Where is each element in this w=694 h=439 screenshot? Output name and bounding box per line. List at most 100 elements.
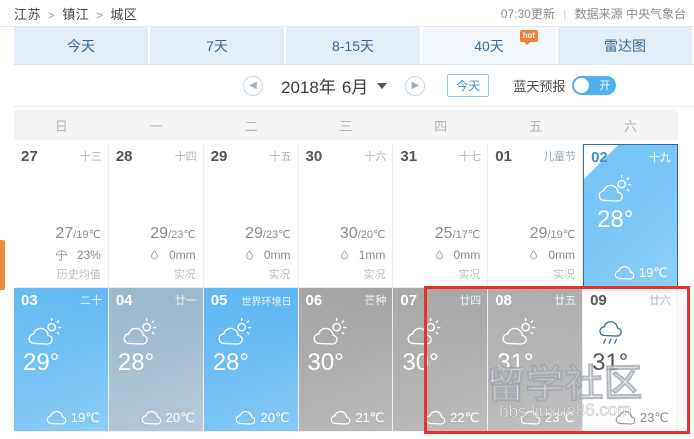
tab-8-15day[interactable]: 8-15天 (286, 27, 422, 64)
temp-low: 23℃ (171, 229, 196, 241)
day-cell-08[interactable]: 08 廿五 31° (488, 288, 584, 432)
day-cell-28[interactable]: 28 十四 29/23℃ 0mm 实况 (108, 144, 204, 288)
chevron-down-icon[interactable] (377, 82, 388, 89)
breadcrumb-district[interactable]: 城区 (110, 6, 138, 22)
temp-low: 23℃ (265, 229, 291, 241)
side-tab-stub[interactable] (0, 240, 5, 290)
tab-label: 今天 (67, 37, 95, 54)
temp-high: 29 (150, 225, 169, 242)
rain-value: 0mm (169, 248, 196, 262)
day-cell-30[interactable]: 30 十六 30/20℃ 1mm 实况 (298, 144, 394, 288)
day-cell-04[interactable]: 04 廿一 28° (108, 288, 204, 432)
day-cell-06[interactable]: 06 芒种 30° (298, 288, 394, 432)
day-cell-07[interactable]: 07 廿四 30° (393, 288, 489, 432)
day-temp: 28° (117, 349, 155, 376)
today-button[interactable]: 今天 (447, 74, 490, 97)
tab-40day[interactable]: 40天 hot (422, 27, 558, 64)
day-body: 28° 19℃ (584, 169, 677, 287)
day-header: 31 十七 (393, 144, 487, 168)
weekday-mon: 一 (149, 118, 163, 134)
bluesky-toggle[interactable]: 开 (572, 76, 617, 95)
next-month-button[interactable]: ▶ (405, 75, 426, 96)
temp-high: 25 (434, 225, 453, 242)
day-number: 02 (591, 148, 608, 166)
breadcrumb-city[interactable]: 镇江 (62, 6, 90, 22)
day-cell-01[interactable]: 01 儿童节 29/19℃ 0mm 实况 (488, 144, 584, 288)
day-cell-29[interactable]: 29 十五 29/23℃ 0mm 实况 (203, 144, 299, 288)
day-header: 05 世界环境日 (204, 288, 298, 312)
temp-range: 27/19℃ (55, 225, 101, 242)
night-row: 23℃ (592, 410, 669, 426)
temp-high: 30 (339, 225, 358, 242)
day-temp: 28° (212, 349, 249, 376)
cell-gloss (14, 288, 108, 431)
cloud-icon (141, 410, 161, 425)
lunar-label: 十七 (459, 151, 482, 163)
day-header: 07 廿四 (393, 288, 487, 312)
day-number: 27 (21, 147, 38, 165)
sun-cloud-icon (28, 318, 62, 345)
rain-line: 1mm (339, 248, 386, 262)
tab-label: 7天 (206, 37, 228, 54)
day-cell-03[interactable]: 03 二十 29° (14, 288, 109, 432)
day-body: 28° 20℃ (204, 312, 298, 431)
lunar-label: 廿六 (648, 295, 671, 307)
night-row: 20℃ (213, 410, 290, 426)
rain-value: 1mm (358, 248, 386, 262)
breadcrumb-province[interactable]: 江苏 (14, 6, 42, 22)
temp-range: 29/23℃ (150, 225, 196, 242)
night-temp: 20℃ (260, 410, 290, 425)
day-number: 29 (210, 147, 228, 165)
day-header: 30 十六 (299, 144, 393, 168)
day-body: 25/17℃ 0mm 实况 (393, 168, 487, 287)
lunar-label: 十九 (648, 152, 671, 164)
calendar-row: 03 二十 29° (14, 288, 678, 432)
lunar-label: 二十 (79, 295, 102, 307)
day-temp: 29° (23, 349, 60, 376)
day-cell-27[interactable]: 27 十三 27/19℃ 23% 历史均值 (14, 144, 109, 288)
prev-month-button[interactable]: ◀ (243, 75, 263, 96)
day-cell-05[interactable]: 05 世界环境日 28° (203, 288, 299, 432)
day-cell-02-selected[interactable]: 02 十九 28° (583, 144, 678, 288)
header-meta: 07:30更新 | 数据来源 中央气象台 (501, 5, 686, 22)
cloud-icon (520, 410, 541, 425)
tab-today[interactable]: 今天 (14, 27, 150, 64)
rain-value: 23% (76, 248, 101, 262)
night-temp: 20℃ (165, 410, 195, 425)
day-number: 01 (495, 147, 512, 165)
tab-7day[interactable]: 7天 (150, 27, 286, 64)
day-temp: 30° (402, 349, 439, 376)
day-number: 07 (400, 291, 418, 309)
sun-cloud-icon (407, 318, 441, 345)
month-label[interactable]: 2018年 6月 (281, 73, 388, 98)
weekday-fri: 五 (529, 118, 543, 134)
cell-gloss (488, 288, 583, 431)
temp-range: 30/20℃ (339, 225, 386, 242)
day-cell-31[interactable]: 31 十七 25/17℃ 0mm 实况 (393, 144, 489, 288)
tab-radar[interactable]: 雷达图 (558, 27, 694, 64)
temp-low: 17℃ (455, 229, 481, 241)
tab-label: 40天 (474, 37, 504, 54)
day-cell-09[interactable]: 09 廿六 31° 23℃ (583, 288, 678, 432)
sun-cloud-icon (218, 318, 252, 345)
cloud-icon (614, 265, 635, 280)
bluesky-forecast-control: 蓝天预报 开 (513, 76, 617, 95)
forecast-tabs: 今天 7天 8-15天 40天 hot 雷达图 (0, 27, 694, 65)
weekday-sat: 六 (623, 118, 637, 134)
toggle-state-label: 开 (599, 80, 611, 92)
day-header: 29 十五 (204, 144, 298, 168)
droplet-icon (530, 249, 538, 259)
temp-low: 19℃ (76, 229, 101, 241)
lunar-label: 廿五 (554, 295, 577, 307)
night-row: 20℃ (118, 410, 195, 426)
year-label: 2018年 (281, 78, 336, 97)
rain-line: 0mm (528, 248, 575, 262)
rain-line: 0mm (434, 248, 480, 262)
cloud-icon (330, 410, 351, 425)
day-body: 30/20℃ 1mm 实况 (299, 168, 393, 287)
tab-label: 雷达图 (604, 37, 646, 54)
toggle-knob (574, 78, 590, 93)
data-source-label: 实况 (363, 269, 386, 281)
day-number: 31 (400, 147, 418, 165)
